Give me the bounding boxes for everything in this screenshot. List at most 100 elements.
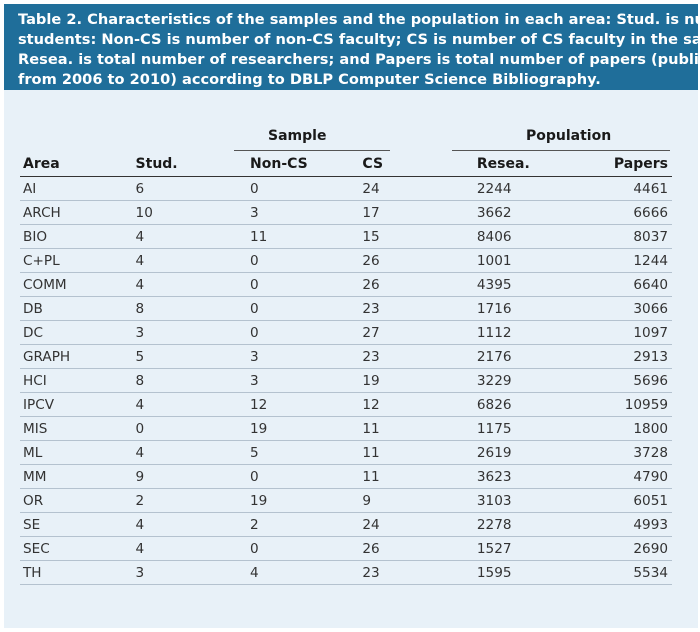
cell-noncs: 0 xyxy=(250,248,363,273)
cell-noncs: 0 xyxy=(250,176,363,201)
cell-stud: 4 xyxy=(135,392,251,417)
cell-papers: 6640 xyxy=(593,272,672,297)
cell-stud: 5 xyxy=(135,344,251,369)
table-row: HCI 8 3 19 3229 5696 xyxy=(20,368,672,393)
cell-resea: 8406 xyxy=(476,224,594,249)
cell-papers: 4993 xyxy=(593,512,672,537)
header-row: Area Stud. Non-CS CS Resea. Papers xyxy=(20,152,672,177)
cell-papers: 6051 xyxy=(593,488,672,513)
cell-stud: 8 xyxy=(135,296,251,321)
table-row: SE 4 2 24 2278 4993 xyxy=(20,512,672,537)
cell-papers: 1800 xyxy=(593,416,672,441)
cell-area: SEC xyxy=(20,536,136,561)
cell-area: DC xyxy=(20,320,136,345)
cell-cs: 23 xyxy=(362,344,477,369)
table-row: GRAPH 5 3 23 2176 2913 xyxy=(20,344,672,369)
cell-resea: 1001 xyxy=(476,248,594,273)
col-header-papers: Papers xyxy=(593,152,672,177)
cell-area: HCI xyxy=(20,368,136,393)
cell-resea: 1112 xyxy=(476,320,594,345)
cell-noncs: 5 xyxy=(250,440,363,465)
group-header-sample: Sample xyxy=(268,128,327,144)
cell-stud: 4 xyxy=(135,536,251,561)
cell-papers: 3066 xyxy=(593,296,672,321)
table-row: ML 4 5 11 2619 3728 xyxy=(20,440,672,465)
cell-area: GRAPH xyxy=(20,344,136,369)
cell-papers: 3728 xyxy=(593,440,672,465)
cell-papers: 6666 xyxy=(593,200,672,225)
table-row: MM 9 0 11 3623 4790 xyxy=(20,464,672,489)
cell-area: OR xyxy=(20,488,136,513)
cell-stud: 4 xyxy=(135,272,251,297)
table-row: BIO 4 11 15 8406 8037 xyxy=(20,224,672,249)
table-row: ARCH 10 3 17 3662 6666 xyxy=(20,200,672,225)
cell-area: ARCH xyxy=(20,200,136,225)
cell-papers: 1097 xyxy=(593,320,672,345)
table-row: DB 8 0 23 1716 3066 xyxy=(20,296,672,321)
cell-noncs: 3 xyxy=(250,368,363,393)
cell-stud: 10 xyxy=(135,200,251,225)
cell-noncs: 4 xyxy=(250,560,363,585)
cell-papers: 1244 xyxy=(593,248,672,273)
cell-area: C+PL xyxy=(20,248,136,273)
cell-resea: 2619 xyxy=(476,440,594,465)
col-header-stud: Stud. xyxy=(135,152,251,177)
cell-area: AI xyxy=(20,176,136,201)
cell-papers: 2913 xyxy=(593,344,672,369)
cell-area: ML xyxy=(20,440,136,465)
cell-stud: 3 xyxy=(135,560,251,585)
table-row: C+PL 4 0 26 1001 1244 xyxy=(20,248,672,273)
cell-stud: 4 xyxy=(135,248,251,273)
cell-noncs: 0 xyxy=(250,296,363,321)
cell-stud: 9 xyxy=(135,464,251,489)
table-row: DC 3 0 27 1112 1097 xyxy=(20,320,672,345)
cell-stud: 4 xyxy=(135,512,251,537)
caption-line: Table 2. Characteristics of the samples … xyxy=(18,11,700,28)
cell-noncs: 3 xyxy=(250,344,363,369)
cell-resea: 3103 xyxy=(476,488,594,513)
cell-noncs: 0 xyxy=(250,320,363,345)
table-row: TH 3 4 23 1595 5534 xyxy=(20,560,672,585)
cell-stud: 4 xyxy=(135,224,251,249)
cell-area: MIS xyxy=(20,416,136,441)
group-rule-population xyxy=(452,150,670,151)
cell-stud: 8 xyxy=(135,368,251,393)
cell-cs: 17 xyxy=(362,200,477,225)
cell-noncs: 3 xyxy=(250,200,363,225)
cell-cs: 11 xyxy=(362,440,477,465)
cell-resea: 1595 xyxy=(476,560,594,585)
col-header-area: Area xyxy=(20,152,136,177)
col-header-noncs: Non-CS xyxy=(250,152,363,177)
group-header-population: Population xyxy=(526,128,612,144)
table-row: OR 2 19 9 3103 6051 xyxy=(20,488,672,513)
cell-noncs: 11 xyxy=(250,224,363,249)
group-rule-sample xyxy=(234,150,390,151)
cell-cs: 23 xyxy=(362,296,477,321)
cell-resea: 2176 xyxy=(476,344,594,369)
cell-papers: 5696 xyxy=(593,368,672,393)
cell-area: IPCV xyxy=(20,392,136,417)
caption-line: students: Non-CS is number of non-CS fac… xyxy=(18,31,700,48)
cell-papers: 4461 xyxy=(593,176,672,201)
table-row: AI 6 0 24 2244 4461 xyxy=(20,176,672,201)
cell-area: TH xyxy=(20,560,136,585)
cell-resea: 2278 xyxy=(476,512,594,537)
cell-stud: 3 xyxy=(135,320,251,345)
col-header-cs: CS xyxy=(362,152,477,177)
cell-cs: 26 xyxy=(362,248,477,273)
table-row: IPCV 4 12 12 6826 10959 xyxy=(20,392,672,417)
data-table: Area Stud. Non-CS CS Resea. Papers AI 6 0 2… xyxy=(20,152,672,585)
cell-cs: 19 xyxy=(362,368,477,393)
cell-resea: 1716 xyxy=(476,296,594,321)
cell-noncs: 19 xyxy=(250,488,363,513)
cell-area: SE xyxy=(20,512,136,537)
cell-papers: 4790 xyxy=(593,464,672,489)
cell-cs: 23 xyxy=(362,560,477,585)
cell-cs: 24 xyxy=(362,176,477,201)
cell-cs: 11 xyxy=(362,416,477,441)
cell-cs: 26 xyxy=(362,272,477,297)
cell-area: MM xyxy=(20,464,136,489)
table-body: AI 6 0 24 2244 4461 ARCH 10 3 17 3662 6666 BIO 4 11 15 8… xyxy=(20,176,672,585)
cell-resea: 3229 xyxy=(476,368,594,393)
